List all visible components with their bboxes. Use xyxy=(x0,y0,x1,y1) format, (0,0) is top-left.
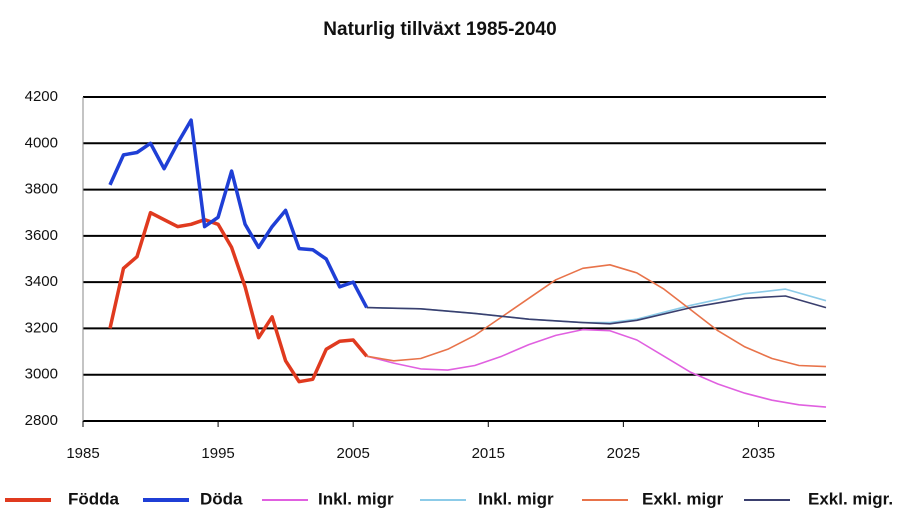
x-tick-label: 2015 xyxy=(472,445,505,462)
series-line xyxy=(366,288,827,324)
legend-label: Exkl. migr. xyxy=(808,489,893,508)
x-tick-label: 2035 xyxy=(742,445,775,462)
series-line xyxy=(108,210,369,384)
x-tick-label: 2025 xyxy=(607,445,640,462)
legend-label: Inkl. migr xyxy=(478,489,554,508)
series-line xyxy=(108,118,369,309)
y-tick-label: 2800 xyxy=(25,412,58,429)
x-tick-label: 1985 xyxy=(66,445,99,462)
series-line xyxy=(366,264,827,368)
series-line xyxy=(366,295,827,325)
y-tick-label: 3800 xyxy=(25,181,58,198)
y-tick-label: 4000 xyxy=(25,134,58,151)
y-tick-label: 3000 xyxy=(25,366,58,383)
y-tick-label: 4200 xyxy=(25,88,58,105)
legend-label: Inkl. migr xyxy=(318,489,394,508)
legend-label: Döda xyxy=(200,489,243,508)
x-tick-label: 2005 xyxy=(336,445,369,462)
y-tick-label: 3600 xyxy=(25,227,58,244)
legend-label: Exkl. migr xyxy=(642,489,724,508)
legend-label: Födda xyxy=(68,489,120,508)
x-tick-label: 1995 xyxy=(201,445,234,462)
y-tick-label: 3400 xyxy=(25,273,58,290)
series-line xyxy=(366,328,827,408)
chart-title: Naturlig tillväxt 1985-2040 xyxy=(323,19,556,40)
y-tick-label: 3200 xyxy=(25,319,58,336)
